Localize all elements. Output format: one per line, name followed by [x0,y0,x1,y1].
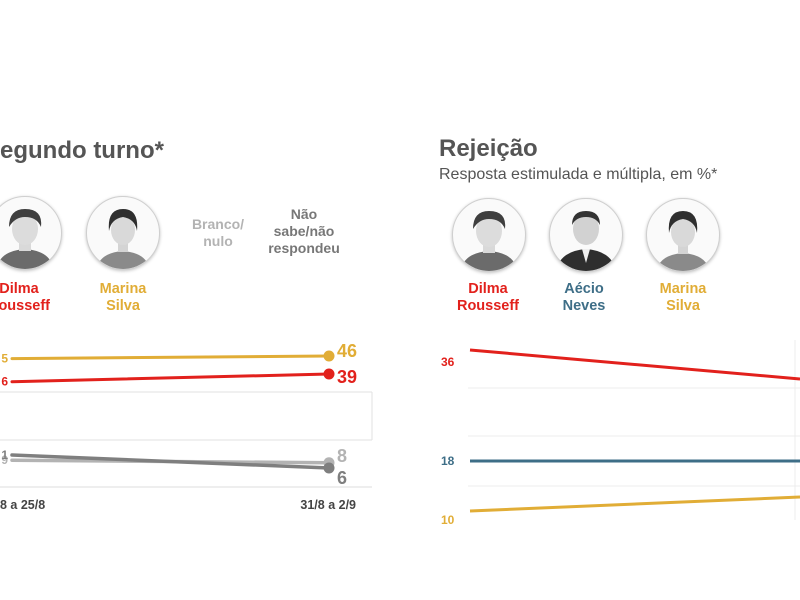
data-label-end: 8 [337,446,347,466]
dilma-portrait-icon [461,211,517,271]
aecio-portrait-icon [556,211,616,271]
data-point [323,462,335,474]
legend-nao-sabe: Não sabe/não respondeu [254,206,354,257]
data-label-end: 6 [337,468,347,488]
candidate-last-name: Silva [106,298,140,314]
candidate-label-dilma-left: Dilma Rousseff [0,281,74,315]
data-point [323,368,335,380]
data-label-start: 6 [1,375,8,389]
candidate-last-name: Silva [666,298,700,314]
data-label-start: 1 [1,448,8,462]
candidate-first-name: Marina [99,281,147,297]
data-label-start: 36 [441,355,455,369]
candidate-last-name: Rousseff [0,298,51,314]
candidate-first-name: Dilma [468,281,508,297]
dilma-avatar-left [0,196,62,270]
right-chart-title: Rejeição [439,135,538,162]
data-label-end: 46 [337,341,357,361]
candidate-first-name: Dilma [0,281,39,297]
series-line [10,453,331,470]
candidate-first-name: Aécio [564,281,604,297]
legend-branco-nulo: Branco/ nulo [178,216,258,250]
legend-line: respondeu [268,240,340,256]
data-label-start: 5 [1,352,8,366]
x-tick-label: 31/8 a 2/9 [300,498,356,512]
right-chart-subtitle: Resposta estimulada e múltipla, em %* [439,166,718,183]
legend-line: Branco/ [191,216,245,232]
legend-line: sabe/não [273,223,335,239]
x-tick-label: 8 a 25/8 [0,498,45,512]
data-label-end: 39 [337,367,357,387]
marina-portrait-icon [657,211,709,271]
candidate-label-marina-left: Marina Silva [68,281,178,315]
legend-line: Não [290,206,318,222]
dilma-avatar-right [452,198,526,272]
data-label-start: 18 [441,454,455,468]
legend-line: nulo [203,233,233,249]
marina-avatar-left [86,196,160,270]
dilma-portrait-icon [0,209,53,269]
candidate-label-dilma-right: Dilma Rousseff [433,281,543,315]
series-line [10,354,331,361]
candidate-label-aecio-right: Aécio Neves [529,281,639,315]
data-label-start: 10 [441,513,455,527]
series-line [469,495,800,513]
series-line [10,372,331,384]
candidate-first-name: Marina [659,281,707,297]
data-label-start: 9 [1,453,8,467]
marina-portrait-icon [97,209,149,269]
candidate-last-name: Rousseff [456,298,520,314]
candidate-last-name: Neves [562,298,606,314]
data-point [323,350,335,362]
candidate-label-marina-right: Marina Silva [628,281,738,315]
marina-avatar-right [646,198,720,272]
left-chart-title: egundo turno* [0,137,164,164]
series-line [469,348,800,381]
aecio-avatar-right [549,198,623,272]
